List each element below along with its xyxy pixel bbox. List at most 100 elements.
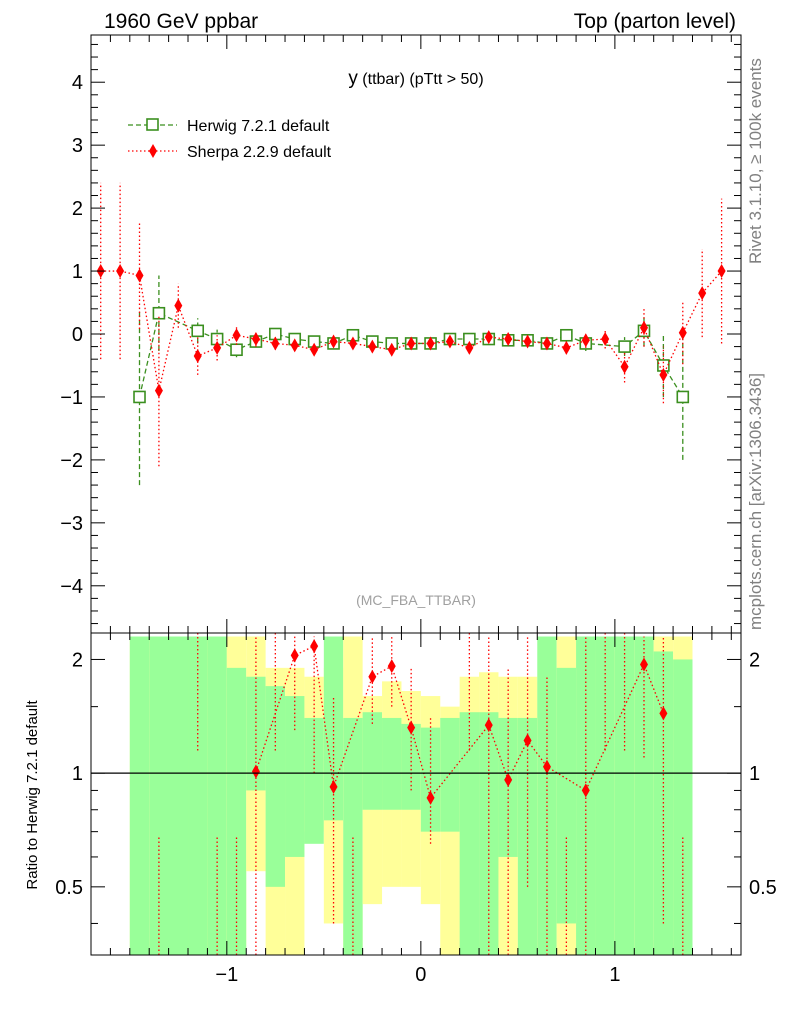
ratio-band-inner [401, 723, 421, 810]
ratio-sherpa-point [581, 783, 590, 798]
ratio-y-tick-label-right: 0.5 [749, 877, 777, 899]
ratio-sherpa-point [329, 779, 338, 794]
herwig-point [560, 328, 573, 342]
ratio-band-inner [614, 636, 635, 955]
sherpa-point [445, 334, 454, 349]
sherpa-point [251, 332, 260, 347]
ratio-sherpa-line [255, 645, 664, 800]
header-left-label: 1960 GeV ppbar [104, 10, 258, 33]
sherpa-point [581, 333, 590, 348]
ratio-band-inner [285, 696, 305, 857]
ratio-sherpa-point [659, 706, 668, 721]
herwig-series-line [138, 312, 684, 398]
ratio-band-inner [362, 712, 383, 810]
sherpa-point [407, 336, 416, 351]
sherpa-point [504, 332, 513, 347]
ratio-sherpa-point [290, 648, 299, 663]
ratio-sherpa-point [310, 639, 319, 654]
ratio-band-inner [517, 717, 538, 955]
ratio-band-inner [440, 717, 460, 832]
sherpa-point [271, 336, 280, 351]
legend-sherpa-marker [149, 144, 157, 158]
ratio-band-inner [149, 636, 189, 955]
ratio-band-inner [188, 636, 208, 955]
ratio-sherpa-point [251, 764, 260, 779]
ratio-band-inner [343, 717, 363, 955]
ratio-y-tick-label: 0.5 [55, 877, 83, 899]
sherpa-point [426, 336, 435, 351]
ratio-x-tick-label: 1 [609, 964, 620, 986]
ratio-sherpa-point [387, 659, 396, 674]
main-y-tick-label: −2 [60, 450, 83, 472]
ratio-band-inner [595, 636, 615, 955]
ratio-band-inner [537, 636, 557, 955]
sherpa-point [135, 268, 144, 283]
sherpa-point [717, 264, 726, 279]
ratio-band-inner [265, 686, 286, 887]
ratio-band-inner [304, 717, 324, 844]
sherpa-point [698, 286, 707, 301]
ratio-sherpa-point [407, 720, 416, 735]
main-y-tick-label: −3 [60, 513, 83, 535]
ratio-band-inner [498, 717, 518, 857]
plot-title: y (ttbar) (pTtt > 50) [348, 68, 483, 89]
sherpa-point [116, 264, 125, 279]
main-y-tick-label: 2 [72, 198, 83, 220]
ratio-band-inner [129, 636, 150, 955]
sherpa-point [368, 339, 377, 354]
ratio-x-tick-label: −1 [215, 964, 238, 986]
ratio-y-axis-label: Ratio to Herwig 7.2.1 default [24, 700, 41, 890]
ratio-band-inner [323, 636, 344, 821]
ratio-sherpa-point [639, 657, 648, 672]
legend: Herwig 7.2.1 default Sherpa 2.2.9 defaul… [128, 118, 332, 161]
sherpa-point [659, 367, 668, 382]
main-y-tick-label: 1 [72, 261, 83, 283]
header-right-label: Top (parton level) [574, 10, 736, 33]
ratio-band-inner [673, 659, 693, 955]
sherpa-point [174, 298, 183, 313]
herwig-point [618, 340, 631, 353]
sherpa-point [213, 340, 222, 355]
ratio-sherpa-point [523, 733, 532, 748]
ratio-plot-panel: 0.5 0.5 1 1 2 2 −1 0 1 Ratio to Herwig 7.2.1 def… [24, 632, 777, 986]
main-plot-panel: −4 −3 −2 −1 0 1 2 3 4 y (ttbar) (pTtt > 50) (MC_… [60, 34, 742, 634]
ratio-y-tick-label-right: 2 [749, 649, 760, 671]
plot-title-rest: (ttbar) (pTtt > 50) [358, 71, 484, 88]
sherpa-point [232, 328, 241, 343]
ratio-sherpa-point [426, 790, 435, 805]
sherpa-point [329, 334, 338, 349]
sherpa-point [601, 332, 610, 347]
herwig-point [152, 306, 166, 320]
ratio-sherpa-point [504, 772, 513, 787]
ratio-band-inner [556, 667, 577, 924]
sherpa-point [193, 349, 202, 364]
sherpa-point [620, 359, 629, 374]
ratio-band-inner [207, 636, 227, 955]
herwig-point [230, 343, 243, 357]
ratio-y-tick-label-right: 1 [749, 763, 760, 785]
ratio-sherpa-point [542, 759, 551, 774]
analysis-label: (MC_FBA_TTBAR) [356, 592, 476, 608]
ratio-band-inner [382, 717, 402, 810]
main-y-tick-label: −1 [60, 387, 83, 409]
sherpa-point [310, 342, 319, 357]
sherpa-point [562, 340, 571, 355]
sherpa-point [678, 325, 687, 340]
main-y-tick-label: 4 [72, 72, 83, 94]
sherpa-point [348, 336, 357, 351]
sherpa-point [465, 340, 474, 355]
legend-herwig-marker [146, 118, 159, 131]
plot-title-main: y [348, 68, 358, 89]
sherpa-point [542, 336, 551, 351]
herwig-point [133, 390, 146, 404]
sherpa-point [484, 330, 493, 345]
ratio-frame [90, 632, 742, 956]
ratio-x-tick-label: 0 [415, 964, 426, 986]
main-y-tick-label: −4 [60, 576, 83, 598]
herwig-point [191, 324, 205, 338]
ratio-sherpa-point [368, 669, 377, 684]
sherpa-point [290, 338, 299, 353]
main-y-tick-label: 0 [72, 324, 83, 346]
rivet-side-label: Rivet 3.1.10, ≥ 100k events [746, 58, 765, 264]
